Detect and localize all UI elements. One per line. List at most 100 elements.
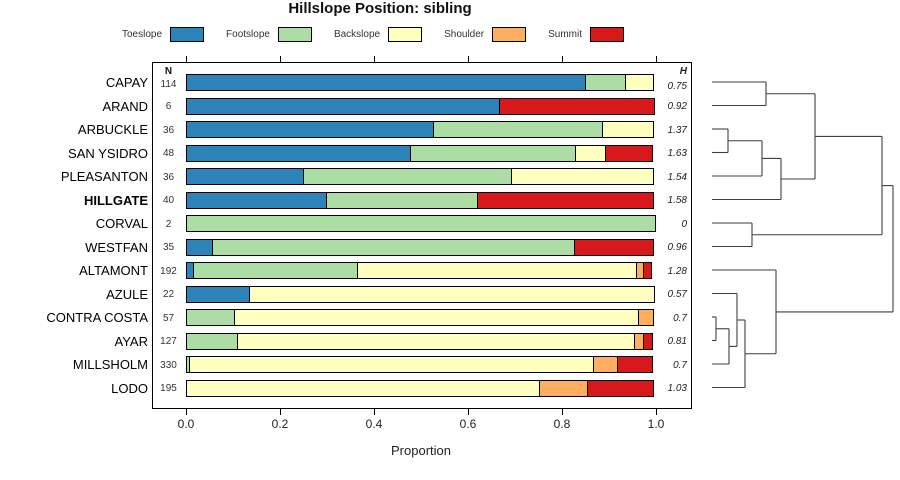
legend-item: Shoulder [444,27,527,42]
plot-frame [152,62,692,409]
h-value: 0.75 [667,81,687,92]
bar-segment-summit [643,332,653,350]
h-value: 1.03 [667,383,687,394]
n-value: 330 [160,359,177,371]
n-value: 2 [165,218,172,230]
h-value: 0 [681,218,687,230]
x-tick-label: 0.6 [459,417,477,431]
h-value: 0.7 [673,359,687,371]
h-value: 0.96 [667,242,687,253]
x-tick-label: 0.0 [177,417,195,431]
bar-segment-backslope [625,74,655,91]
row-label: AZULE [106,286,148,302]
n-value: 40 [162,195,175,206]
n-value: 192 [160,265,177,277]
n-column-header: N [164,66,173,77]
chart-title: Hillslope Position: sibling [288,0,472,17]
legend-swatch [277,27,312,42]
legend-item: Summit [548,27,625,42]
x-tick-bottom [374,409,375,415]
bar-segment-backslope [601,121,655,138]
x-tick-bottom [186,409,187,415]
bar-segment-backslope [510,168,654,185]
bar-row [186,74,655,91]
bar-row [186,356,653,373]
bar-segment-summit [616,356,653,373]
legend-swatch [590,27,625,42]
legend-swatch [388,27,423,42]
row-label: WESTFAN [85,239,148,255]
n-value: 36 [162,171,175,183]
x-tick-label: 0.2 [271,417,289,431]
row-label: MILLSHOLM [72,357,148,372]
x-tick-top [374,56,375,62]
bar-row [186,262,652,279]
n-value: 48 [162,148,175,159]
h-value: 1.63 [667,148,687,159]
h-value: 0.7 [673,312,687,324]
row-label: PLEASANTON [60,169,148,184]
bar-row [186,215,656,232]
x-axis-label: Proportion [391,443,451,458]
row-label: LODO [111,380,148,396]
bar-segment-footslope [186,215,656,232]
legend-label: Footslope [226,29,270,40]
h-value: 0.81 [667,336,687,347]
n-value: 6 [165,101,172,112]
x-tick-bottom [656,409,657,415]
bar-row [186,332,653,350]
legend-item: Backslope [333,27,423,42]
bar-row [186,121,655,138]
x-tick-top [562,56,563,62]
h-value: 1.37 [667,124,687,136]
row-label: CAPAY [105,75,148,90]
bar-segment-summit [498,97,655,115]
bar-segment-summit [477,191,654,209]
legend-label: Shoulder [444,29,485,40]
row-label: SAN YSIDRO [68,145,148,161]
bar-segment-summit [643,262,652,279]
n-value: 195 [160,383,177,394]
legend-item: Footslope [226,27,312,42]
bar-segment-summit [587,379,654,397]
row-label: AYAR [114,333,148,349]
x-tick-bottom [280,409,281,415]
bar-row [186,238,654,256]
n-value: 22 [162,289,175,300]
x-tick-label: 1.0 [647,417,665,431]
row-label: CONTRA COSTA [46,310,148,325]
n-value: 57 [162,312,175,324]
bar-row [186,144,653,162]
row-label: HILLGATE [83,192,148,208]
legend-label: Backslope [333,29,381,40]
legend: Toeslope Footslope Backslope Shoulder Summit [122,27,625,42]
h-value: 1.28 [667,265,687,277]
bar-segment-backslope [248,285,655,303]
row-label: CORVAL [95,216,148,231]
x-tick-label: 0.8 [553,417,571,431]
x-tick-top [280,56,281,62]
x-tick-bottom [562,409,563,415]
row-label: ARAND [102,98,148,114]
h-value: 0.57 [667,289,687,300]
bar-segment-shoulder [638,309,654,326]
row-label: ARBUCKLE [77,122,148,137]
h-value: 1.54 [667,171,687,183]
legend-label: Summit [548,29,583,40]
bar-segment-summit [573,238,654,256]
bar-row [186,285,655,303]
bar-row [186,309,654,326]
x-tick-top [656,56,657,62]
n-value: 35 [162,242,175,253]
x-tick-bottom [468,409,469,415]
h-value: 0.92 [667,101,687,112]
bar-row [186,379,654,397]
n-value: 36 [162,124,175,136]
legend-label: Toeslope [122,29,163,40]
bar-row [186,168,654,185]
x-tick-label: 0.4 [365,417,383,431]
x-tick-top [468,56,469,62]
legend-swatch [170,27,205,42]
